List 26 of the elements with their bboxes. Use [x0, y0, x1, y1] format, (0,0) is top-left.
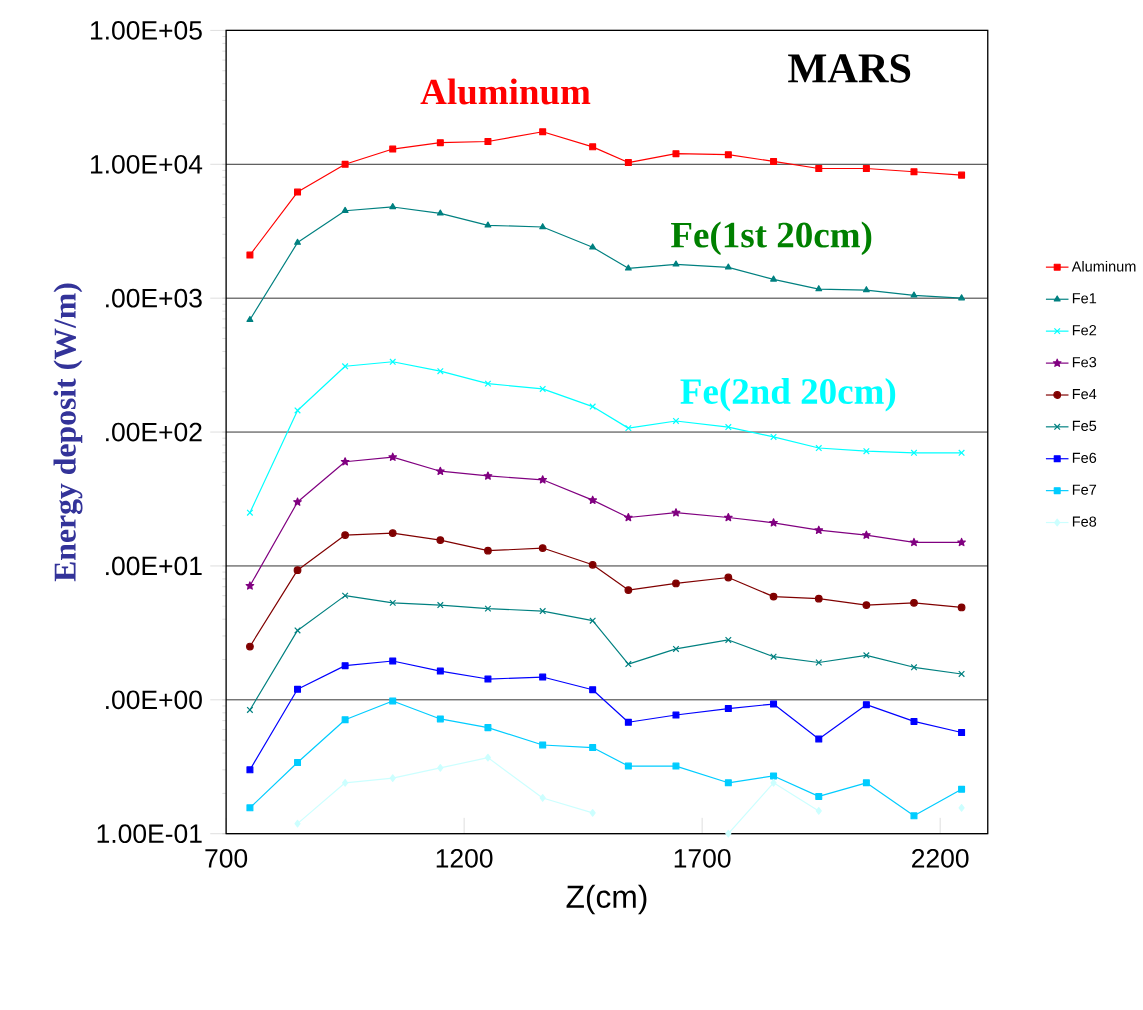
- y-tick-label: 1.00E+04: [90, 154, 203, 174]
- x-tick-label: 2200: [912, 848, 969, 868]
- legend-label: Fe4: [1072, 388, 1097, 400]
- y-tick-label: .00E+01: [106, 556, 202, 576]
- y-tick-label: .00E+00: [106, 690, 202, 710]
- x-tick-label: 700: [205, 848, 248, 868]
- legend-label: Fe7: [1072, 484, 1097, 495]
- legend-label: Fe5: [1072, 420, 1097, 431]
- legend-label: Aluminum: [1071, 260, 1136, 272]
- y-tick-label: .00E+03: [106, 288, 202, 308]
- annotation: Fe(1st 20cm): [671, 221, 872, 255]
- y-axis-title: Energy deposit (W/m): [53, 283, 83, 582]
- annotation: MARS: [788, 54, 911, 83]
- annotation: Fe(2nd 20cm): [680, 377, 896, 412]
- y-tick-label: 1.00E+05: [90, 20, 202, 40]
- y-tick-label: 1.00E-01: [97, 824, 202, 843]
- y-tick-label: .00E+02: [106, 422, 202, 442]
- legend-label: Fe6: [1072, 452, 1097, 463]
- legend-label: Fe3: [1072, 356, 1097, 368]
- x-tick-label: 1700: [674, 848, 731, 868]
- legend-label: Fe8: [1072, 516, 1097, 527]
- x-tick-label: 1200: [436, 848, 493, 868]
- legend-label: Fe1: [1072, 293, 1097, 304]
- legend-label: Fe2: [1072, 324, 1097, 336]
- x-axis-title: Z(cm): [566, 884, 647, 915]
- annotation: Aluminum: [420, 78, 591, 105]
